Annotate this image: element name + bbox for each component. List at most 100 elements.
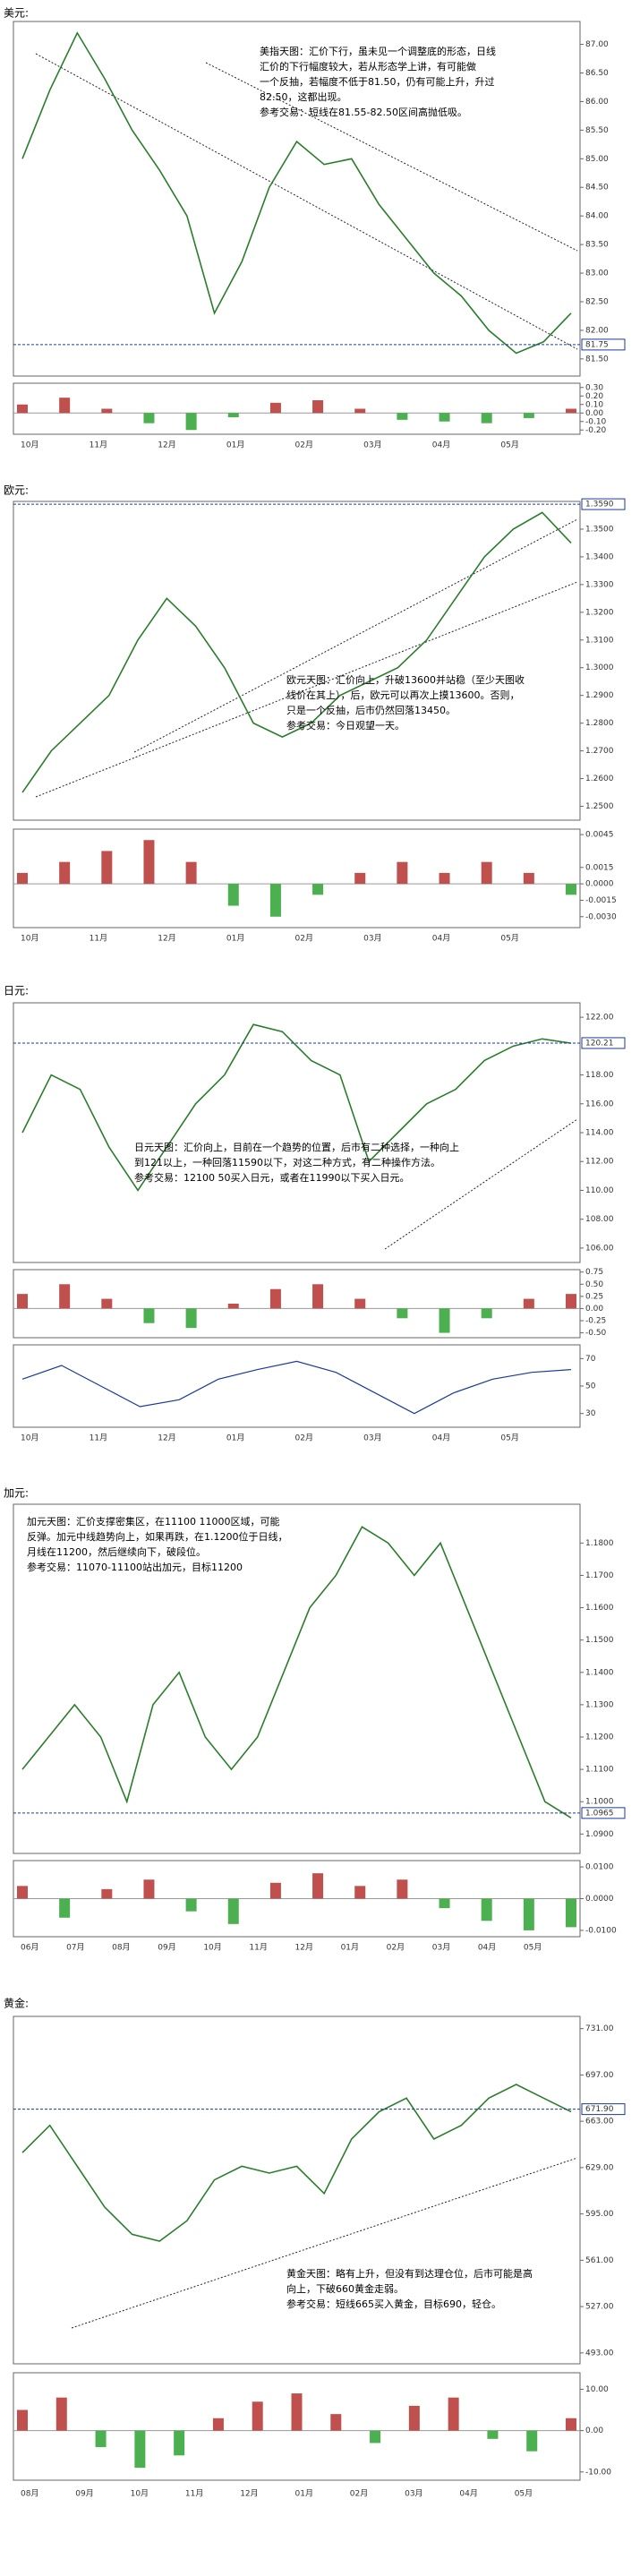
histogram-bar	[566, 2418, 576, 2431]
histogram-bar	[59, 398, 71, 414]
histogram-bar	[17, 2409, 28, 2431]
y-tick-label: -0.0015	[585, 896, 617, 905]
histogram-bar	[17, 1294, 28, 1309]
y-tick-label: 1.1500	[585, 1636, 614, 1645]
y-tick-label: 1.2800	[585, 719, 614, 728]
histogram-bar	[134, 2430, 146, 2469]
histogram-bar	[397, 861, 408, 885]
y-tick-label: 0.10	[585, 400, 603, 409]
y-tick-label: 70	[585, 1355, 596, 1364]
y-tick-label: 118.00	[585, 1071, 614, 1080]
histogram-bar	[481, 413, 492, 424]
price-line	[21, 31, 572, 355]
x-tick-label: 01月	[341, 1943, 359, 1953]
current-price-box	[581, 498, 626, 510]
histogram-bar	[487, 2430, 499, 2439]
histogram-bar	[523, 413, 534, 418]
histogram-bar	[566, 884, 576, 895]
y-tick-label: 595.00	[585, 2210, 614, 2219]
y-tick-label: 0.0000	[585, 880, 614, 889]
annotation: 参考交易：11070-11100站出加元，目标11200	[27, 1561, 243, 1573]
y-tick-label: 1.3100	[585, 636, 614, 645]
y-tick-label: 110.00	[585, 1186, 614, 1195]
current-price-box	[581, 2103, 626, 2116]
histogram-bar	[312, 1873, 324, 1899]
x-tick-label: 04月	[478, 1943, 496, 1953]
histogram-bar	[59, 1898, 71, 1918]
y-tick-label: 0.0045	[585, 831, 614, 840]
annotation: 82.50，这都出现。	[260, 90, 347, 103]
x-tick-label: 10月	[21, 934, 38, 944]
histogram-bar	[227, 1304, 239, 1309]
x-tick-label: 05月	[524, 1943, 542, 1953]
annotation: 反弹。加元中线趋势向上，如果再跌，在1.1200位于日线，	[27, 1530, 288, 1543]
y-tick-label: 87.00	[585, 40, 609, 49]
panel-frame	[13, 1002, 581, 1263]
y-tick-label: 114.00	[585, 1129, 614, 1138]
x-tick-label: 09月	[75, 2489, 93, 2499]
x-tick-label: 03月	[432, 1943, 450, 1953]
current-price-label: 1.3590	[585, 501, 614, 509]
x-tick-label: 02月	[387, 1943, 405, 1953]
panel-title: 加元:	[4, 1487, 29, 1500]
y-tick-label: 1.1800	[585, 1539, 614, 1548]
histogram-bar	[101, 1888, 113, 1899]
x-tick-label: 10月	[131, 2489, 149, 2499]
histogram-bar	[269, 1288, 281, 1309]
x-tick-label: 01月	[295, 2489, 313, 2499]
y-tick-label: 1.2700	[585, 747, 614, 756]
y-tick-label: -0.20	[585, 426, 607, 435]
x-tick-label: 05月	[515, 2489, 533, 2499]
histogram-bar	[397, 413, 408, 420]
histogram-bar	[439, 1898, 450, 1909]
histogram-bar	[312, 1284, 324, 1309]
panel-title: 欧元:	[4, 484, 29, 497]
y-tick-label: 1.1200	[585, 1733, 614, 1742]
histogram-bar	[227, 413, 239, 417]
panel-title: 日元:	[4, 985, 29, 997]
annotation: 美指天图：汇价下行，虽未见一个调整底的形态，日线	[260, 45, 496, 57]
annotation: 月线在11200，然后继续向下，破段位。	[27, 1545, 206, 1558]
y-tick-label: 0.0015	[585, 863, 614, 872]
y-tick-label: 1.1700	[585, 1571, 614, 1580]
annotation: 参考交易：短线665买入黄金，目标690，轻仓。	[286, 2298, 501, 2310]
x-tick-label: 10月	[21, 441, 38, 450]
histogram-bar	[354, 1886, 366, 1899]
histogram-bar	[448, 2397, 459, 2431]
current-price-label: 81.75	[585, 340, 609, 349]
histogram-bar	[397, 1879, 408, 1899]
histogram-bar	[439, 1308, 450, 1333]
y-tick-label: 493.00	[585, 2349, 614, 2358]
y-tick-label: -0.0100	[585, 1926, 617, 1935]
histogram-bar	[185, 1308, 197, 1329]
x-tick-label: 03月	[405, 2489, 422, 2499]
y-tick-label: 116.00	[585, 1100, 614, 1108]
y-tick-label: 697.00	[585, 2071, 614, 2080]
x-tick-label: 02月	[350, 2489, 368, 2499]
x-tick-label: 07月	[66, 1943, 84, 1953]
histogram-bar	[17, 872, 28, 885]
histogram-bar	[523, 1898, 534, 1930]
y-tick-label: 85.50	[585, 126, 609, 135]
annotation: 加元天图：汇价支撑密集区，在11100 11000区域，可能	[27, 1515, 279, 1528]
x-tick-label: 12月	[158, 441, 175, 450]
histogram-bar	[354, 408, 366, 414]
histogram-bar	[291, 2393, 303, 2431]
histogram-bar	[185, 861, 197, 885]
x-tick-label: 11月	[90, 1433, 107, 1443]
panel-frame	[13, 501, 581, 821]
y-tick-label: 108.00	[585, 1215, 614, 1224]
panel-frame	[13, 21, 581, 377]
y-tick-label: 0.00	[585, 409, 603, 418]
histogram-bar	[269, 884, 281, 917]
y-tick-label: 1.3500	[585, 525, 614, 534]
panel-frame	[13, 1344, 581, 1428]
x-tick-label: 11月	[90, 934, 107, 944]
x-tick-label: 08月	[112, 1943, 130, 1953]
histogram-bar	[59, 1284, 71, 1309]
histogram-bar	[95, 2430, 107, 2448]
y-tick-label: 0.20	[585, 392, 603, 401]
histogram-bar	[523, 872, 534, 885]
current-price-box	[581, 338, 626, 351]
histogram-bar	[269, 1882, 281, 1899]
